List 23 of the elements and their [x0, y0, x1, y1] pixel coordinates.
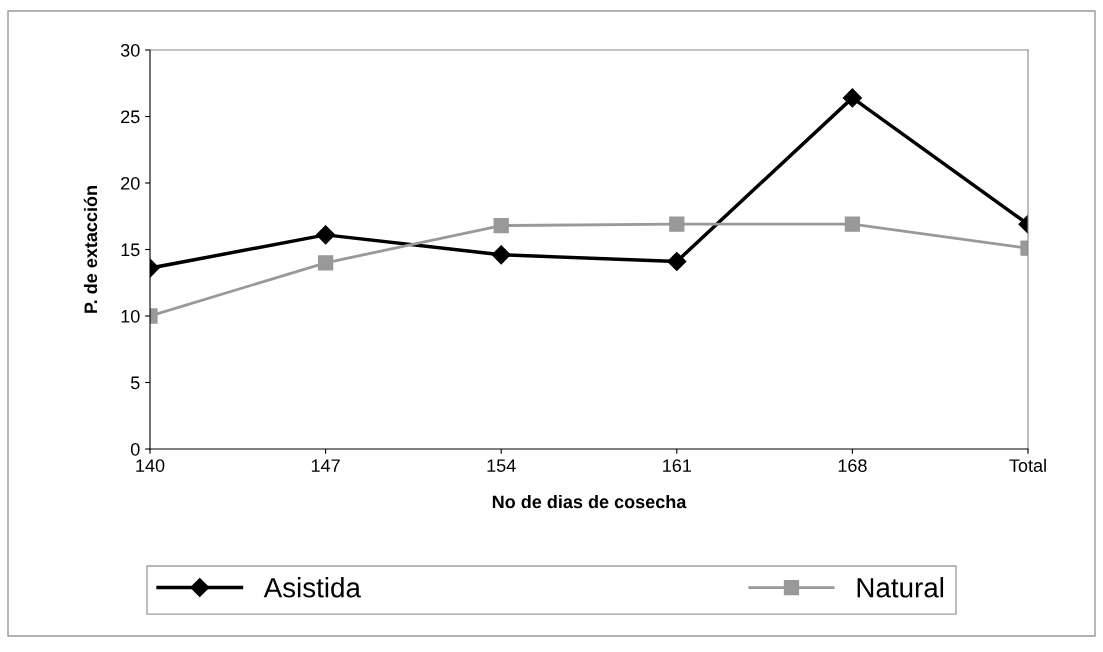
y-tick-label: 5	[130, 376, 140, 390]
y-tick-label: 20	[121, 176, 140, 190]
x-tick-label: 161	[663, 459, 691, 472]
x-tick-label: 140	[136, 459, 165, 472]
x-axis-title: No de dias de cosecha	[492, 495, 687, 509]
point	[491, 245, 511, 265]
y-tick-label: 30	[120, 43, 140, 57]
y-tick-label: 10	[121, 309, 140, 323]
y-tick-label: 0	[130, 442, 140, 456]
point	[316, 225, 336, 245]
point	[669, 216, 685, 232]
x-tick-label: 147	[311, 459, 340, 472]
point	[842, 88, 862, 108]
legend-label: Natural	[857, 577, 944, 598]
y-tick-label: 15	[121, 243, 140, 257]
x-tick-label: 154	[487, 459, 516, 472]
y-tick-label: 25	[121, 110, 140, 124]
y-axis-title: P. de extacción	[83, 186, 98, 313]
legend-label: Asistida	[263, 577, 361, 598]
point	[493, 217, 509, 234]
x-tick-label: Total	[1009, 458, 1046, 472]
x-tick-label: 168	[838, 459, 867, 472]
point	[667, 251, 687, 272]
